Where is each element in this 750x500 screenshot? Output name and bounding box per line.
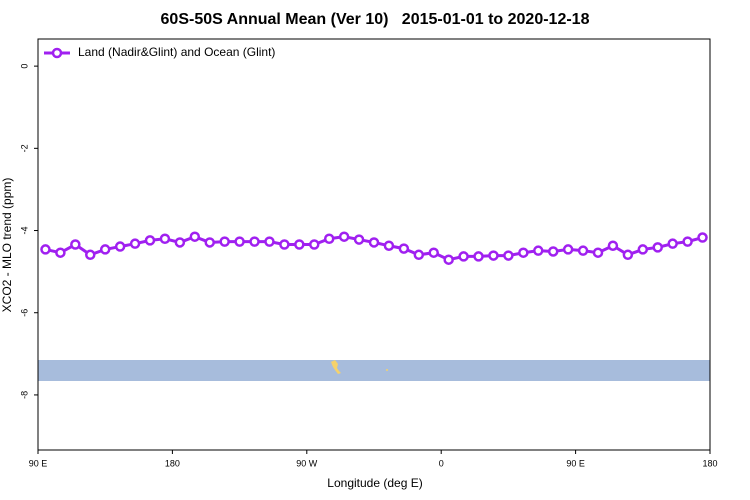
point bbox=[697, 232, 708, 243]
point bbox=[592, 247, 604, 258]
point bbox=[577, 245, 589, 256]
x-tick-label: 180 bbox=[165, 458, 180, 468]
point bbox=[279, 239, 290, 250]
point bbox=[443, 254, 454, 265]
x-axis-label: Longitude (deg E) bbox=[327, 476, 422, 490]
point bbox=[204, 237, 215, 248]
point bbox=[458, 251, 469, 262]
point bbox=[518, 247, 529, 258]
y-tick-label: -4 bbox=[19, 227, 29, 235]
point bbox=[562, 244, 574, 255]
point bbox=[294, 239, 305, 250]
point bbox=[159, 233, 171, 244]
point bbox=[428, 247, 439, 258]
y-tick-label: -6 bbox=[19, 309, 29, 317]
point bbox=[488, 250, 499, 261]
point bbox=[189, 231, 201, 242]
y-axis-label: XCO2 - MLO trend (ppm) bbox=[0, 178, 14, 313]
x-tick-label: 0 bbox=[439, 458, 444, 468]
point bbox=[99, 244, 111, 255]
point bbox=[667, 238, 678, 249]
point bbox=[85, 249, 96, 261]
point bbox=[682, 236, 693, 247]
y-tick-label: -8 bbox=[19, 391, 29, 399]
x-tick-label: 180 bbox=[702, 458, 717, 468]
point bbox=[309, 239, 320, 250]
point bbox=[413, 249, 425, 261]
point bbox=[129, 238, 141, 249]
y-tick-label: -2 bbox=[19, 144, 29, 152]
x-tick-label: 90 E bbox=[29, 458, 48, 468]
point bbox=[398, 243, 410, 254]
point bbox=[533, 245, 544, 256]
point bbox=[144, 235, 156, 246]
x-tick-label: 90 E bbox=[566, 458, 585, 468]
point bbox=[383, 240, 395, 251]
chart-title: 60S-50S Annual Mean (Ver 10) 2015-01-01 … bbox=[161, 11, 590, 28]
y-tick-label: 0 bbox=[19, 64, 29, 69]
point bbox=[55, 247, 66, 258]
legend-marker bbox=[51, 47, 63, 59]
point bbox=[40, 244, 51, 255]
point bbox=[353, 234, 365, 245]
point bbox=[652, 242, 663, 253]
point bbox=[264, 236, 275, 247]
x-tick-label: 90 W bbox=[296, 458, 318, 468]
point bbox=[338, 231, 350, 242]
map-strip bbox=[38, 360, 710, 381]
point bbox=[503, 250, 514, 261]
point bbox=[473, 251, 484, 262]
legend-label: Land (Nadir&Glint) and Ocean (Glint) bbox=[78, 45, 275, 59]
point bbox=[547, 246, 559, 257]
point bbox=[607, 240, 619, 251]
point bbox=[368, 237, 380, 248]
point bbox=[637, 244, 649, 255]
map-land bbox=[331, 360, 341, 374]
map-land bbox=[386, 369, 388, 371]
point bbox=[234, 236, 245, 247]
point bbox=[174, 237, 186, 248]
point bbox=[219, 236, 230, 247]
point bbox=[249, 236, 260, 247]
point bbox=[622, 249, 634, 261]
point bbox=[70, 239, 81, 250]
point bbox=[323, 233, 335, 244]
plot-frame bbox=[37, 38, 711, 451]
point bbox=[114, 241, 126, 252]
